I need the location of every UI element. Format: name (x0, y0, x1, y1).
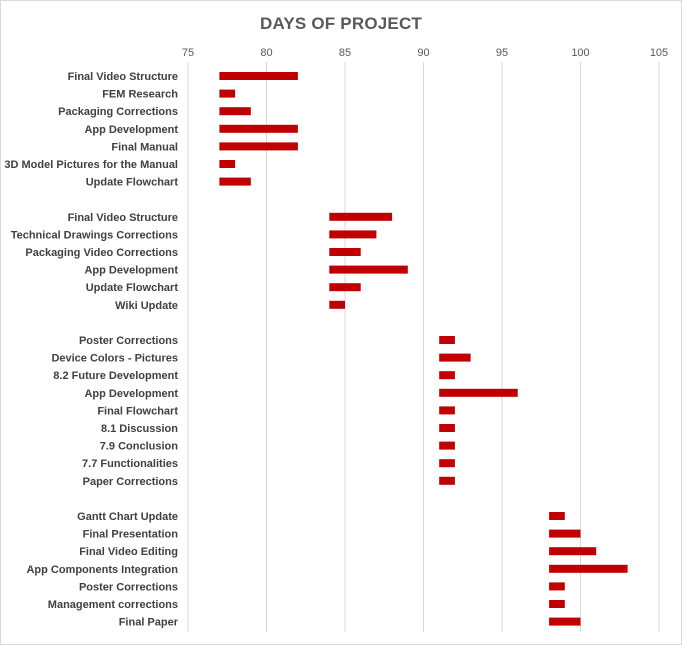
category-label: Update Flowchart (86, 177, 179, 189)
category-label: Packaging Corrections (58, 106, 178, 118)
task-bar (219, 72, 298, 80)
category-label: Final Flowchart (97, 405, 178, 417)
task-bar (439, 459, 455, 468)
task-bar (329, 248, 361, 256)
category-label: 7.7 Functionalities (82, 458, 178, 470)
x-tick-label: 105 (650, 47, 668, 59)
task-bar (329, 300, 345, 309)
task-bar (549, 600, 565, 608)
task-bar (439, 406, 455, 415)
task-bar (329, 230, 377, 239)
category-label: App Components Integration (26, 564, 178, 576)
category-label: Update Flowchart (86, 282, 179, 294)
task-bar (329, 212, 393, 221)
category-label: Gantt Chart Update (77, 511, 178, 523)
category-label: Final Video Structure (68, 71, 178, 83)
category-label: Management corrections (48, 599, 178, 611)
x-tick-label: 95 (496, 47, 508, 59)
task-bar (439, 388, 518, 397)
task-bar (329, 265, 408, 274)
x-axis-ticks: 75 80 85 90 95 100 105 (182, 47, 668, 59)
category-label: App Development (84, 124, 178, 136)
category-label: Final Manual (111, 141, 178, 153)
task-bar (439, 336, 455, 344)
task-bar (549, 512, 565, 520)
chart-title: DAYS OF PROJECT (259, 14, 423, 33)
category-label: Poster Corrections (79, 581, 178, 593)
task-bar (549, 564, 628, 573)
category-label: 3D Model Pictures for the Manual (4, 159, 178, 171)
task-bar (219, 89, 236, 98)
category-label: App Development (84, 265, 178, 277)
task-bar (439, 476, 455, 485)
task-bar (219, 160, 236, 168)
task-bar (219, 142, 298, 151)
category-label: Final Video Editing (79, 546, 178, 558)
category-label: 8.1 Discussion (101, 423, 178, 435)
task-bar (439, 424, 455, 432)
task-bar (219, 107, 251, 116)
x-tick-label: 100 (571, 47, 589, 59)
category-label: Final Paper (119, 617, 179, 629)
x-tick-label: 85 (339, 47, 351, 59)
task-bar (549, 617, 581, 626)
task-bar (549, 547, 597, 556)
category-label: App Development (84, 388, 178, 400)
x-tick-label: 80 (260, 47, 272, 59)
category-label: Paper Corrections (83, 476, 178, 488)
task-bar (439, 353, 471, 362)
category-label: Final Video Structure (68, 212, 178, 224)
task-bar (549, 529, 581, 538)
category-label: Final Presentation (83, 529, 179, 541)
task-bar (439, 441, 455, 450)
category-label: Packaging Video Corrections (25, 247, 178, 259)
x-tick-label: 75 (182, 47, 194, 59)
x-tick-label: 90 (417, 47, 429, 59)
task-bar (219, 124, 298, 133)
category-label: Technical Drawings Corrections (11, 229, 178, 241)
task-bar (329, 283, 361, 292)
task-bar (219, 177, 251, 186)
task-bar (549, 582, 565, 591)
category-label: Poster Corrections (79, 335, 178, 347)
bars (219, 72, 628, 626)
category-label: Wiki Update (115, 300, 178, 312)
category-label: FEM Research (102, 89, 178, 101)
category-label: 8.2 Future Development (53, 370, 178, 382)
task-bar (439, 371, 455, 380)
category-label: 7.9 Conclusion (100, 441, 179, 453)
category-label: Device Colors - Pictures (51, 353, 178, 365)
category-labels: Final Video Structure FEM Research Packagi… (4, 71, 178, 629)
